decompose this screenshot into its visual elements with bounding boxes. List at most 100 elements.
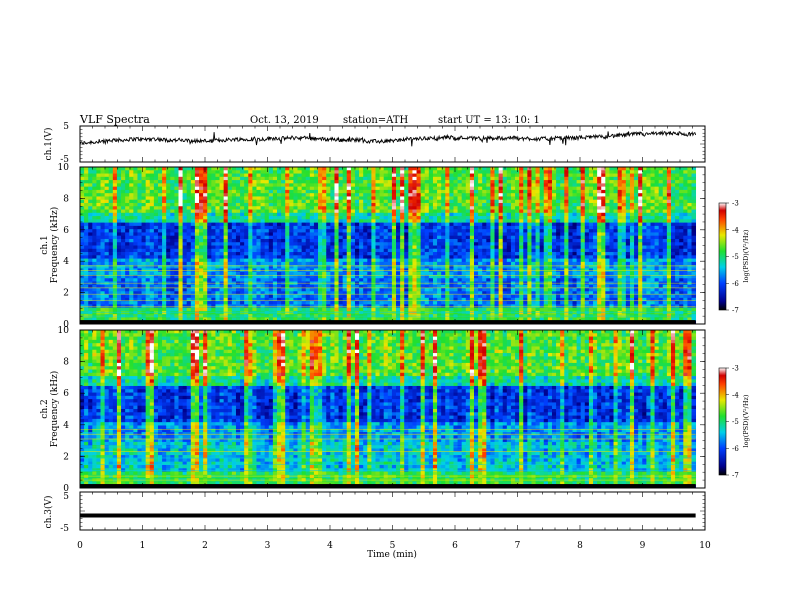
- spectrogram-cell: [252, 278, 257, 282]
- spectrogram-cell: [326, 232, 331, 237]
- spectrogram-cell: [469, 170, 475, 174]
- spectrogram-cell: [145, 291, 151, 295]
- spectrogram-cell: [387, 255, 393, 259]
- spectrogram-cell: [387, 252, 393, 256]
- spectrogram-cell: [474, 265, 479, 269]
- spectrogram-cell: [219, 202, 225, 207]
- spectrogram-cell: [141, 317, 147, 322]
- spectrogram-cell: [313, 278, 319, 282]
- spectrogram-cell: [96, 238, 101, 243]
- spectrogram-cell: [223, 258, 229, 263]
- spectrogram-cell: [92, 265, 97, 269]
- spectrogram-cell: [342, 229, 348, 233]
- spectrogram-cell: [203, 304, 208, 309]
- spectrogram-cell: [363, 173, 368, 178]
- spectrogram-cell: [219, 232, 225, 237]
- spectrogram-cell: [248, 180, 253, 184]
- spectrogram-cell: [84, 271, 89, 276]
- spectrogram-cell: [231, 294, 237, 299]
- spectrogram-cell: [203, 216, 208, 220]
- spectrogram-cell: [116, 271, 122, 276]
- spectrogram-cell: [326, 183, 331, 188]
- spectrogram-cell: [301, 199, 307, 204]
- spectrogram-cell: [84, 206, 89, 210]
- spectrogram-cell: [100, 271, 106, 276]
- spectrogram-cell: [309, 219, 315, 223]
- spectrogram-cell: [301, 229, 307, 233]
- spectrogram-cell: [157, 301, 163, 305]
- spectrogram-cell: [104, 180, 110, 184]
- spectrogram-cell: [408, 173, 413, 178]
- spectrogram-cell: [240, 189, 245, 194]
- spectrogram-cell: [437, 209, 442, 214]
- spectrogram-cell: [281, 196, 286, 201]
- spectrogram-cell: [116, 310, 122, 315]
- spectrogram-cell: [297, 317, 303, 322]
- spectrogram-cell: [231, 297, 237, 302]
- spectrogram-cell: [416, 271, 422, 276]
- spectrogram-cell: [420, 238, 426, 243]
- spectrogram-cell: [371, 294, 376, 299]
- spectrogram-cell: [490, 252, 495, 256]
- spectrogram-cell: [112, 301, 118, 305]
- spectrogram-cell: [285, 310, 290, 315]
- spectrogram-cell: [322, 252, 327, 256]
- spectrogram-cell: [437, 317, 442, 322]
- spectrogram-cell: [116, 229, 122, 233]
- spectrogram-cell: [289, 189, 294, 194]
- spectrogram-cell: [268, 206, 274, 210]
- spectrogram-cell: [244, 209, 249, 214]
- spectrogram-cell: [207, 297, 212, 302]
- spectrogram-cell: [207, 222, 212, 227]
- spectrogram-cell: [133, 261, 138, 266]
- spectrogram-cell: [88, 278, 93, 282]
- spectrogram-cell: [133, 173, 138, 178]
- spectrogram-cell: [457, 265, 463, 269]
- spectrogram-cell: [256, 206, 261, 210]
- spectrogram-cell: [375, 232, 380, 237]
- spectrogram-cell: [318, 291, 323, 295]
- spectrogram-cell: [240, 255, 245, 259]
- spectrogram-cell: [396, 304, 401, 309]
- spectrogram-cell: [182, 317, 188, 322]
- spectrogram-cell: [252, 186, 257, 191]
- spectrogram-cell: [166, 232, 171, 237]
- spectrogram-cell: [174, 310, 179, 315]
- spectrogram-cell: [367, 255, 372, 259]
- spectrogram-cell: [453, 294, 458, 299]
- spectrogram-cell: [437, 206, 442, 210]
- spectrogram-cell: [453, 170, 458, 174]
- spectrogram-cell: [400, 297, 405, 302]
- spectrogram-cell: [379, 252, 385, 256]
- spectrogram-cell: [461, 245, 467, 250]
- spectrogram-cell: [326, 278, 331, 282]
- spectrogram-cell: [342, 186, 348, 191]
- spectrogram-cell: [88, 294, 93, 299]
- spectrogram-cell: [474, 222, 479, 227]
- spectrogram-cell: [420, 307, 426, 312]
- spectrogram-cell: [478, 180, 483, 184]
- spectrogram-cell: [166, 170, 171, 174]
- spectrogram-cell: [133, 193, 138, 197]
- spectrogram-cell: [215, 206, 220, 210]
- spectrogram-cell: [252, 180, 257, 184]
- spectrogram-cell: [157, 278, 163, 282]
- spectrogram-cell: [96, 167, 101, 171]
- spectrogram-cell: [178, 310, 183, 315]
- spectrogram-cell: [453, 261, 458, 266]
- spectrogram-cell: [416, 189, 422, 194]
- spectrogram-cell: [207, 189, 212, 194]
- spectrogram-cell: [281, 252, 286, 256]
- spectrogram-cell: [313, 261, 319, 266]
- spectrogram-cell: [461, 229, 467, 233]
- spectrogram-cell: [137, 261, 142, 266]
- spectrogram-cell: [121, 242, 126, 246]
- spectrogram-cell: [178, 248, 183, 253]
- spectrogram-cell: [92, 229, 97, 233]
- spectrogram-cell: [289, 183, 294, 188]
- spectrogram-cell: [478, 304, 483, 309]
- spectrogram-cell: [244, 167, 249, 171]
- spectrogram-cell: [203, 310, 208, 315]
- spectrogram-cell: [104, 167, 110, 171]
- spectrogram-cell: [408, 252, 413, 256]
